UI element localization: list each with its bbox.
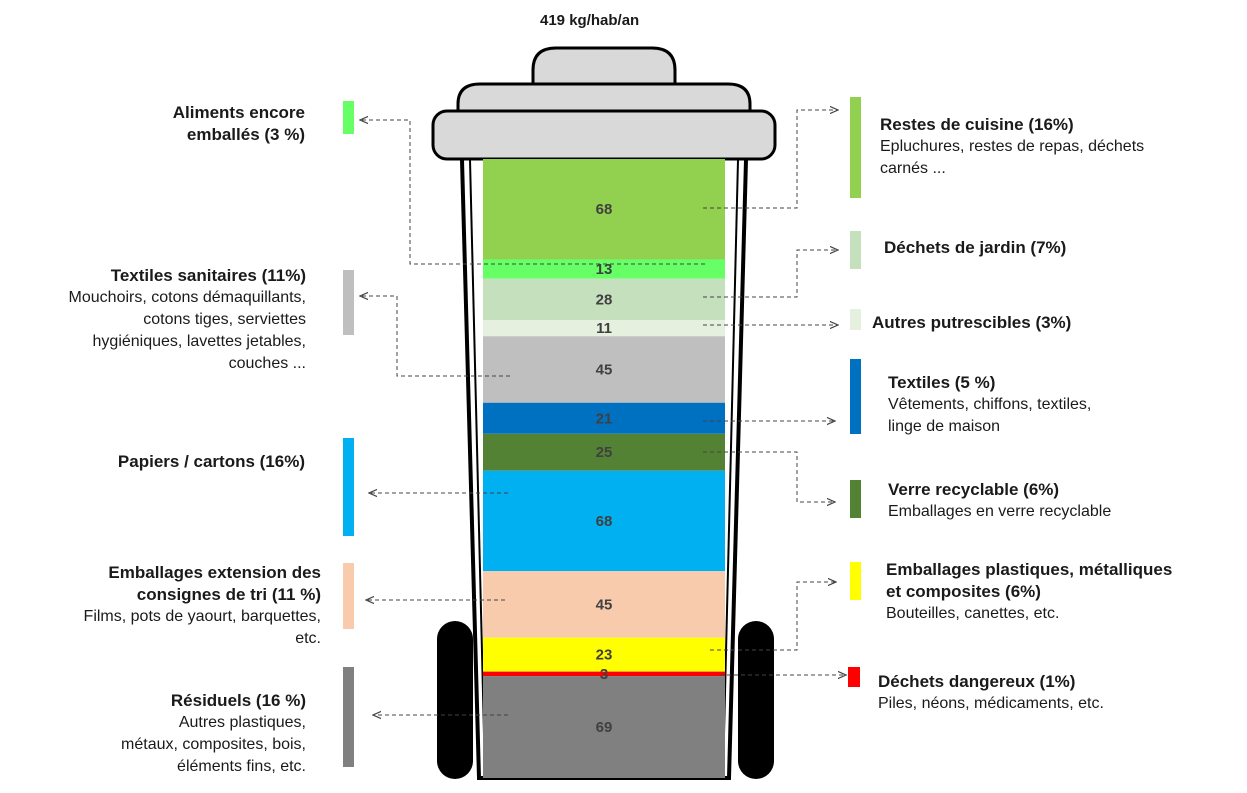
label-aliments: Aliments encore emballés (3 %) — [100, 102, 305, 146]
connector-arrow-4 — [360, 296, 510, 377]
label-ext-h1: Emballages extension des — [108, 563, 321, 582]
label-ext-h2: consignes de tri (11 %) — [136, 585, 321, 604]
bar-segment-5 — [483, 402, 725, 434]
label-verre: Verre recyclable (6%) Emballages en verr… — [888, 479, 1208, 523]
label-pl-d1: Bouteilles, canettes, etc. — [886, 605, 1060, 622]
right-wheel — [738, 621, 774, 779]
bar-value-label-2: 28 — [596, 291, 613, 308]
swatches-layer — [343, 97, 861, 767]
label-jardin-h: Déchets de jardin (7%) — [884, 238, 1067, 257]
label-papiers: Papiers / cartons (16%) — [30, 451, 305, 473]
label-aliments-h2: emballés (3 %) — [186, 125, 305, 144]
connector-arrow-0 — [703, 110, 838, 209]
label-ts-h: Textiles sanitaires (11%) — [110, 266, 306, 285]
bar-segment-11 — [483, 676, 725, 778]
bar-segment-9 — [483, 637, 725, 672]
lid-handle — [531, 46, 677, 90]
label-verre-h: Verre recyclable (6%) — [888, 480, 1060, 499]
bar-value-label-9: 23 — [596, 647, 613, 664]
label-putrescibles: Autres putrescibles (3%) — [872, 312, 1172, 334]
bar-value-label-7: 68 — [596, 513, 613, 530]
label-dangereux: Déchets dangereux (1%) Piles, néons, méd… — [878, 671, 1218, 715]
chart-title: 419 kg/hab/an — [540, 12, 640, 29]
legend-swatch-4 — [343, 270, 354, 335]
bar-segment-0 — [483, 159, 725, 260]
legend-swatch-9 — [850, 562, 861, 600]
label-jardin: Déchets de jardin (7%) — [884, 237, 1184, 259]
label-ext-d2: etc. — [295, 630, 321, 647]
bar-segment-2 — [483, 278, 725, 321]
connector-arrow-2 — [703, 250, 838, 298]
left-wheel — [437, 621, 473, 779]
label-ts-d4: couches ... — [228, 355, 306, 372]
label-cuisine-d2: carnés ... — [880, 160, 946, 177]
label-dang-h: Déchets dangereux (1%) — [878, 672, 1076, 691]
label-ts-d3: hygiéniques, lavettes jetables, — [92, 333, 306, 350]
legend-swatch-11 — [343, 667, 354, 767]
label-ts-d1: Mouchoirs, cotons démaquillants, — [68, 289, 306, 306]
bar-value-label-6: 25 — [596, 444, 613, 461]
lid-top — [456, 82, 752, 114]
label-textiles-sanitaires: Textiles sanitaires (11%) Mouchoirs, cot… — [0, 265, 306, 375]
connector-arrow-9 — [710, 582, 836, 651]
label-aliments-h1: Aliments encore — [172, 103, 305, 122]
legend-swatch-6 — [850, 480, 861, 518]
bar-value-label-8: 45 — [596, 596, 613, 613]
label-ts-d2: cotons tiges, serviettes — [143, 311, 306, 328]
bar-value-label-5: 21 — [596, 410, 613, 427]
segments-layer — [483, 159, 725, 778]
label-ext-d1: Films, pots de yaourt, barquettes, — [83, 608, 321, 625]
label-residuels: Résiduels (16 %) Autres plastiques, méta… — [60, 690, 306, 778]
label-tex-d1: Vêtements, chiffons, textiles, — [888, 396, 1092, 413]
label-papiers-h: Papiers / cartons (16%) — [117, 452, 305, 471]
bar-value-label-3: 11 — [596, 320, 612, 337]
label-res-d3: éléments fins, etc. — [177, 758, 306, 775]
label-dang-d1: Piles, néons, médicaments, etc. — [878, 695, 1104, 712]
label-textiles: Textiles (5 %) Vêtements, chiffons, text… — [888, 372, 1188, 438]
legend-swatch-5 — [850, 359, 861, 434]
bar-segment-6 — [483, 433, 725, 471]
bar-value-label-1: 13 — [596, 261, 613, 278]
bar-value-label-4: 45 — [596, 362, 613, 379]
bar-value-label-0: 68 — [596, 201, 613, 218]
bar-value-label-11: 69 — [596, 719, 613, 736]
lid-rim — [431, 109, 777, 161]
legend-swatch-1 — [343, 101, 354, 134]
label-res-d1: Autres plastiques, — [178, 714, 306, 731]
connectors-layer — [360, 110, 846, 715]
label-res-d2: métaux, composites, bois, — [121, 736, 306, 753]
label-plastiques: Emballages plastiques, métalliques et co… — [886, 559, 1246, 625]
label-tex-d2: linge de maison — [888, 418, 1001, 435]
legend-swatch-7 — [343, 438, 354, 536]
bar-segment-3 — [483, 320, 725, 337]
legend-swatch-8 — [343, 563, 354, 629]
bar-segment-7 — [483, 470, 725, 572]
label-pl-h1: Emballages plastiques, métalliques — [886, 560, 1173, 579]
label-putr-h: Autres putrescibles (3%) — [872, 313, 1072, 332]
legend-swatch-2 — [850, 231, 861, 269]
connector-arrow-6 — [703, 451, 835, 502]
label-cuisine-d1: Epluchures, restes de repas, déchets — [880, 138, 1145, 155]
bar-value-label-10: 3 — [600, 666, 608, 683]
legend-swatch-0 — [850, 97, 861, 198]
legend-swatch-3 — [850, 309, 861, 330]
bar-segment-10 — [483, 671, 725, 677]
label-cuisine: Restes de cuisine (16%) Epluchures, rest… — [880, 114, 1220, 180]
bar-segment-8 — [483, 571, 725, 638]
bar-segment-4 — [483, 336, 725, 403]
label-res-h: Résiduels (16 %) — [170, 691, 306, 710]
legend-swatch-10 — [848, 667, 860, 687]
label-extension: Emballages extension des consignes de tr… — [0, 562, 321, 650]
label-verre-d1: Emballages en verre recyclable — [888, 503, 1112, 520]
label-pl-h2: et composites (6%) — [886, 582, 1041, 601]
value-labels-layer: 68 13 28 11 45 21 25 68 45 23 3 69 — [596, 201, 613, 736]
connector-arrow-1 — [360, 120, 705, 265]
label-cuisine-h: Restes de cuisine (16%) — [880, 115, 1074, 134]
label-tex-h: Textiles (5 %) — [888, 373, 996, 392]
